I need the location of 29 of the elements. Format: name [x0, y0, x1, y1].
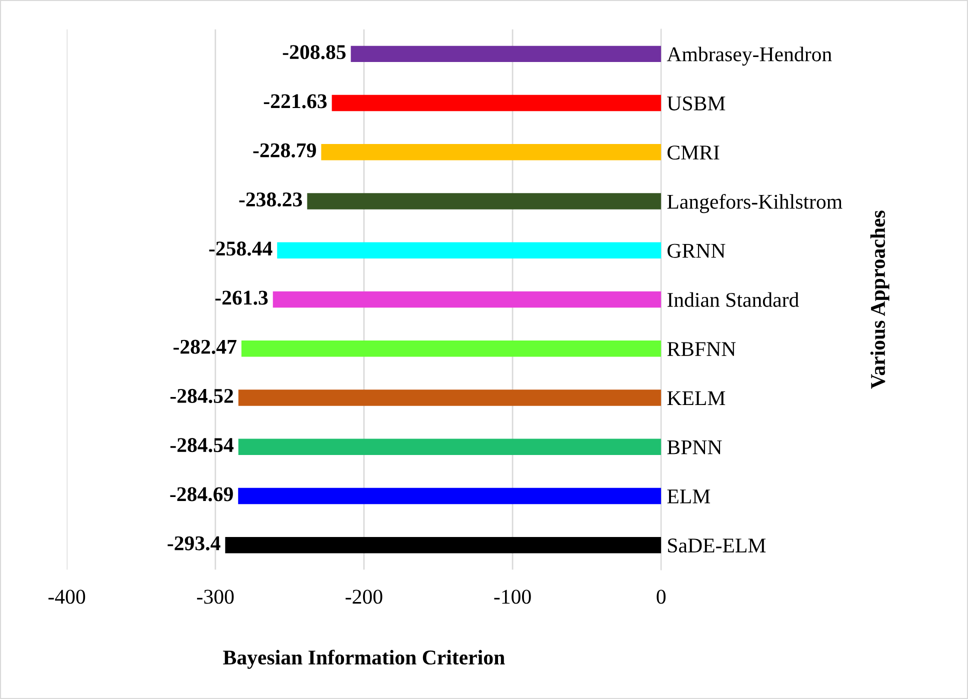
data-label: -208.85	[282, 45, 346, 60]
data-label: -282.47	[174, 340, 236, 354]
x-tick-label: -200	[346, 590, 382, 604]
data-label: -284.52	[170, 388, 234, 404]
x-tick-label: -400	[48, 590, 86, 604]
data-label: -284.69	[170, 487, 233, 502]
data-label: -261.3	[215, 290, 268, 305]
data-label: -238.23	[239, 192, 302, 207]
x-tick-label: -100	[494, 590, 531, 604]
data-label: -293.4	[168, 536, 220, 550]
data-label: -284.54	[170, 438, 234, 452]
x-tick-label: -300	[197, 590, 234, 604]
y-tick-label: Langefors-Kihlstrom	[667, 194, 842, 214]
y-tick-label: BPNN	[667, 440, 722, 454]
y-tick-label: SaDE-ELM	[668, 538, 766, 553]
data-label: -258.44	[209, 242, 272, 256]
data-label: -221.63	[264, 94, 327, 108]
y-tick-label: USBM	[667, 96, 726, 110]
y-tick-label: Ambrasey-Hendron	[666, 46, 832, 66]
y-tick-label: RBFNN	[667, 342, 736, 356]
y-axis-title: Various Approaches	[870, 210, 890, 389]
x-axis-title: Bayesian Information Criterion	[223, 650, 505, 669]
y-tick-label: KELM	[667, 391, 726, 405]
x-tick-label: 0	[656, 590, 666, 604]
data-label: -228.79	[253, 143, 316, 158]
y-tick-label: ELM	[667, 490, 710, 504]
y-tick-label: CMRI	[668, 146, 720, 160]
y-tick-label: GRNN	[668, 244, 726, 258]
y-tick-label: Indian Standard	[667, 292, 799, 307]
